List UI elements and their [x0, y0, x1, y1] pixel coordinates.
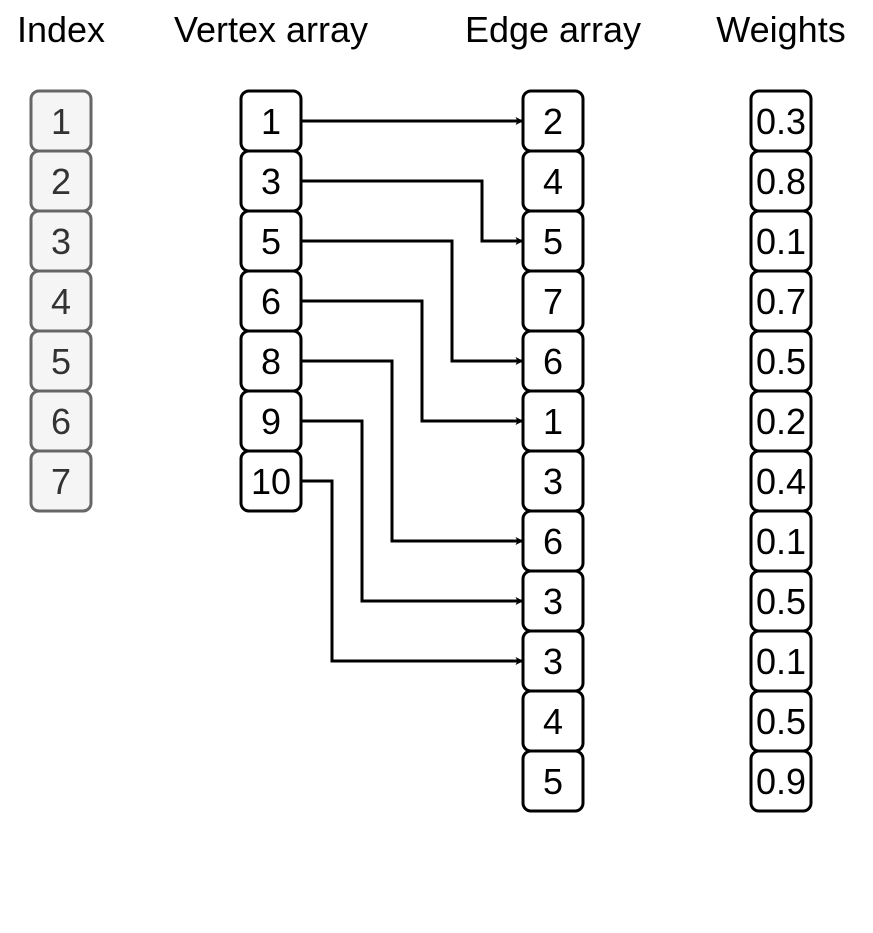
- weights-header: Weights: [716, 9, 845, 50]
- weight-cell: 0.1: [749, 209, 813, 273]
- edge-cell: 1: [521, 389, 585, 453]
- vertex-cell: 5: [239, 209, 303, 273]
- edge-cell: 4: [521, 149, 585, 213]
- pointer-arrow: [301, 479, 524, 665]
- edge-cell-label: 7: [543, 281, 563, 322]
- edge-cell-label: 1: [543, 401, 563, 442]
- weight-cell: 0.2: [749, 389, 813, 453]
- pointer-arrow: [301, 239, 524, 365]
- weight-cell-label: 0.7: [756, 281, 806, 322]
- vertex-cell: 3: [239, 149, 303, 213]
- edge-cell-label: 5: [543, 761, 563, 802]
- weight-cell: 0.8: [749, 149, 813, 213]
- weight-cell-label: 0.5: [756, 581, 806, 622]
- edge-cell: 6: [521, 509, 585, 573]
- weight-cell: 0.1: [749, 629, 813, 693]
- edge-cell: 7: [521, 269, 585, 333]
- weight-cell: 0.5: [749, 329, 813, 393]
- index-cell: 2: [29, 149, 93, 213]
- weight-cell-box: [749, 749, 813, 813]
- vertex-cell-label: 6: [261, 281, 281, 322]
- weight-cell-label: 0.1: [756, 641, 806, 682]
- index-cell-label: 4: [51, 281, 71, 322]
- index-cell-label: 5: [51, 341, 71, 382]
- edge-cell: 6: [521, 329, 585, 393]
- edge-cell-label: 2: [543, 101, 563, 142]
- vertex-cell: 8: [239, 329, 303, 393]
- index-cell: 3: [29, 209, 93, 273]
- vertex-cell: 1: [239, 89, 303, 153]
- index-header: Index: [17, 9, 105, 50]
- edge-cell-label: 4: [543, 161, 563, 202]
- array-cells: 1 2 3 4 5 6 7 1 3 5 6 8 9 10 2 4 5 7 6 1 3 6 3 3 4 5 0.3 0.8 0.1 0.7 0…: [29, 89, 813, 813]
- edge-cell-label: 3: [543, 641, 563, 682]
- weight-cell: 0.7: [749, 269, 813, 333]
- edge-cell-label: 3: [543, 461, 563, 502]
- weight-cell-label: 0.2: [756, 401, 806, 442]
- edge-cell: 3: [521, 629, 585, 693]
- index-cell: 5: [29, 329, 93, 393]
- edge-cell-label: 3: [543, 581, 563, 622]
- edge-cell: 5: [521, 749, 585, 813]
- index-cell: 6: [29, 389, 93, 453]
- weight-cell-label: 0.1: [756, 221, 806, 262]
- weight-cell: 0.1: [749, 509, 813, 573]
- vertex-cell-label: 10: [251, 461, 291, 502]
- edge-cell-label: 6: [543, 341, 563, 382]
- index-cell-label: 2: [51, 161, 71, 202]
- edge-cell-label: 5: [543, 221, 563, 262]
- vertex-cell-label: 9: [261, 401, 281, 442]
- pointer-arrow: [301, 299, 524, 425]
- weight-cell-label: 0.4: [756, 461, 806, 502]
- edge-cell: 5: [521, 209, 585, 273]
- edge-cell-box: [521, 749, 585, 813]
- weight-cell: 0.9: [749, 749, 813, 813]
- edge-cell-label: 6: [543, 521, 563, 562]
- vertex-cell-label: 3: [261, 161, 281, 202]
- vertex-array-header: Vertex array: [174, 9, 368, 50]
- weight-cell: 0.5: [749, 689, 813, 753]
- vertex-cell-label: 1: [261, 101, 281, 142]
- index-cell-label: 6: [51, 401, 71, 442]
- weight-cell-label: 0.3: [756, 101, 806, 142]
- index-cell-box: [29, 449, 93, 513]
- pointer-arrow: [301, 179, 524, 245]
- pointer-arrows: [301, 117, 524, 665]
- vertex-cell-label: 5: [261, 221, 281, 262]
- index-cell: 4: [29, 269, 93, 333]
- weight-cell-label: 0.1: [756, 521, 806, 562]
- vertex-cell: 10: [239, 449, 303, 513]
- weight-cell-label: 0.9: [756, 761, 806, 802]
- index-cell-label: 1: [51, 101, 71, 142]
- edge-array-header: Edge array: [465, 9, 641, 50]
- weight-cell-label: 0.5: [756, 341, 806, 382]
- vertex-cell-box: [239, 449, 303, 513]
- edge-cell-label: 4: [543, 701, 563, 742]
- vertex-cell: 9: [239, 389, 303, 453]
- weight-cell-label: 0.8: [756, 161, 806, 202]
- weight-cell-label: 0.5: [756, 701, 806, 742]
- edge-cell: 2: [521, 89, 585, 153]
- index-cell-label: 7: [51, 461, 71, 502]
- vertex-cell: 6: [239, 269, 303, 333]
- edge-cell: 3: [521, 449, 585, 513]
- index-cell: 7: [29, 449, 93, 513]
- pointer-arrow: [301, 359, 524, 545]
- vertex-cell-label: 8: [261, 341, 281, 382]
- index-cell-label: 3: [51, 221, 71, 262]
- weight-cell: 0.4: [749, 449, 813, 513]
- weight-cell: 0.3: [749, 89, 813, 153]
- weight-cell: 0.5: [749, 569, 813, 633]
- index-cell: 1: [29, 89, 93, 153]
- edge-cell: 4: [521, 689, 585, 753]
- edge-cell: 3: [521, 569, 585, 633]
- pointer-arrow: [301, 419, 524, 605]
